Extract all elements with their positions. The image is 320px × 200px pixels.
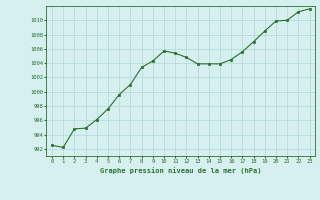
X-axis label: Graphe pression niveau de la mer (hPa): Graphe pression niveau de la mer (hPa) bbox=[100, 167, 261, 174]
